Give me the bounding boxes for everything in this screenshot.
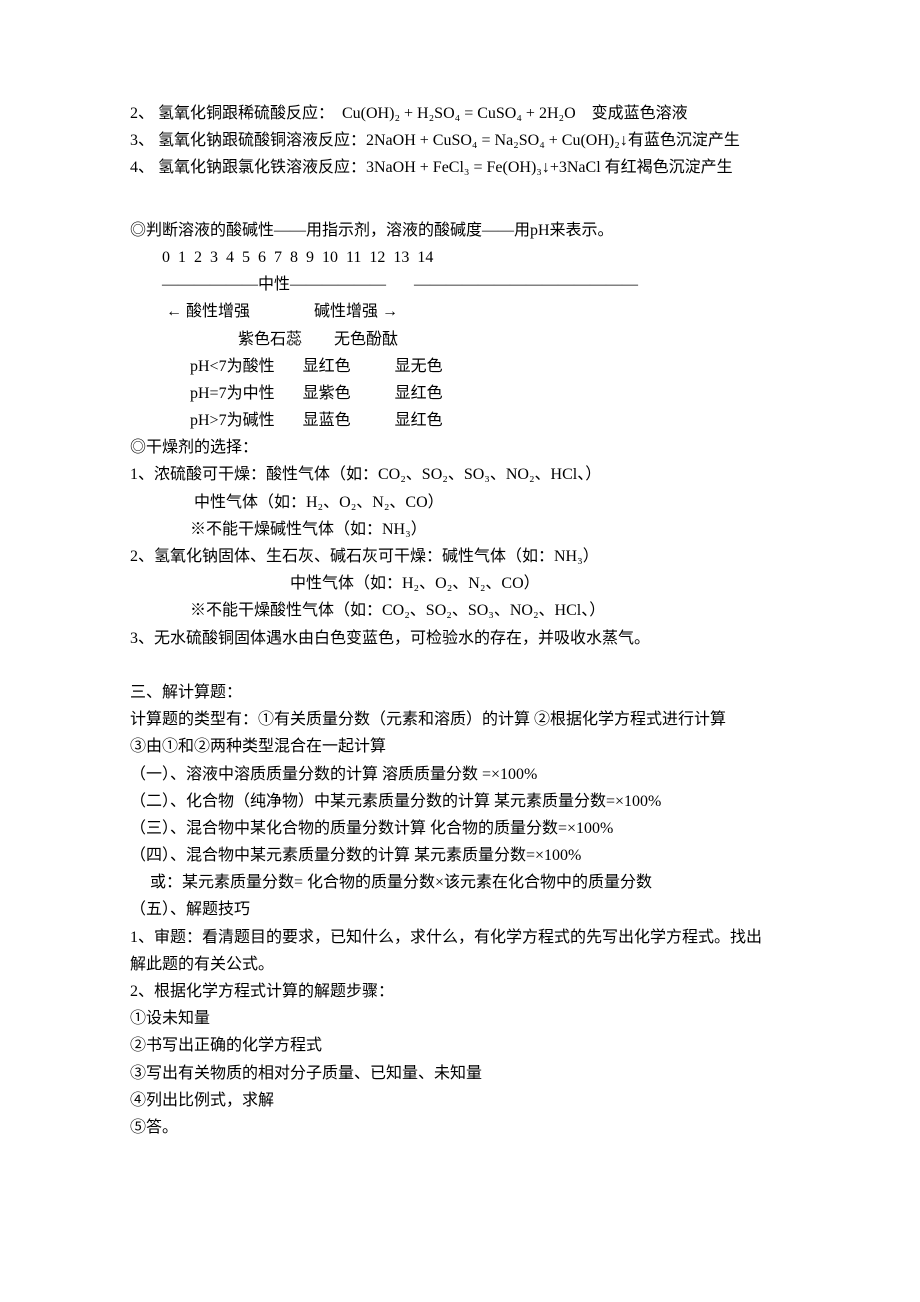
calc-line: 2、根据化学方程式计算的解题步骤： [130, 978, 800, 1005]
ph-scale: 0 1 2 3 4 5 6 7 8 9 10 11 12 13 14 [130, 244, 800, 271]
calc-line: 1、审题：看清题目的要求，已知什么，求什么，有化学方程式的先写出化学方程式。找出 [130, 924, 800, 951]
dry-line: ※不能干燥碱性气体（如：NH₃） [130, 516, 800, 543]
ph-divider: ——————中性—————— —————————————— [130, 271, 800, 298]
calc-line: ②书写出正确的化学方程式 [130, 1032, 800, 1059]
dry-line: 2、氢氧化钠固体、生石灰、碱石灰可干燥：碱性气体（如：NH₃） [130, 543, 800, 570]
ph-header: 紫色石蕊 无色酚酞 [130, 326, 800, 353]
calc-line: （三）、混合物中某化合物的质量分数计算 化合物的质量分数=×100% [130, 815, 800, 842]
calc-line: 或：某元素质量分数= 化合物的质量分数×该元素在化合物中的质量分数 [130, 869, 800, 896]
calc-line: ④列出比例式，求解 [130, 1087, 800, 1114]
calc-line: （一）、溶液中溶质质量分数的计算 溶质质量分数 =×100% [130, 761, 800, 788]
calc-line: 计算题的类型有：①有关质量分数（元素和溶质）的计算 ②根据化学方程式进行计算 [130, 706, 800, 733]
dry-line: 中性气体（如：H₂、O₂、N₂、CO） [130, 570, 800, 597]
calc-line: （二）、化合物（纯净物）中某元素质量分数的计算 某元素质量分数=×100% [130, 788, 800, 815]
equation-line: 3、 氢氧化钠跟硫酸铜溶液反应：2NaOH + CuSO₄ = Na₂SO₄ +… [130, 127, 800, 154]
calc-line: （五）、解题技巧 [130, 896, 800, 923]
dry-title: ◎干燥剂的选择： [130, 434, 800, 461]
dry-line: 1、浓硫酸可干燥：酸性气体（如：CO₂、SO₂、SO₃、NO₂、HCl、） [130, 461, 800, 488]
calc-line: ⑤答。 [130, 1114, 800, 1141]
ph-arrows: ← 酸性增强 碱性增强 → [130, 298, 800, 325]
calc-line: 解此题的有关公式。 [130, 951, 800, 978]
equation-line: 2、 氢氧化铜跟稀硫酸反应： Cu(OH)₂ + H₂SO₄ = CuSO₄ +… [130, 100, 800, 127]
calc-section: 三、解计算题： 计算题的类型有：①有关质量分数（元素和溶质）的计算 ②根据化学方… [130, 679, 800, 1141]
equation-line: 4、 氢氧化钠跟氯化铁溶液反应：3NaOH + FeCl₃ = Fe(OH)₃↓… [130, 154, 800, 181]
calc-line: ③由①和②两种类型混合在一起计算 [130, 733, 800, 760]
dry-line: ※不能干燥酸性气体（如：CO₂、SO₂、SO₃、NO₂、HCl、） [130, 597, 800, 624]
calc-line: ①设未知量 [130, 1005, 800, 1032]
dry-line: 中性气体（如：H₂、O₂、N₂、CO） [130, 489, 800, 516]
dry-section: ◎干燥剂的选择： 1、浓硫酸可干燥：酸性气体（如：CO₂、SO₂、SO₃、NO₂… [130, 434, 800, 652]
ph-row: pH<7为酸性 显红色 显无色 [130, 353, 800, 380]
ph-title: ◎判断溶液的酸碱性——用指示剂，溶液的酸碱度——用pH来表示。 [130, 217, 800, 244]
ph-section: ◎判断溶液的酸碱性——用指示剂，溶液的酸碱度——用pH来表示。 0 1 2 3 … [130, 217, 800, 435]
calc-title: 三、解计算题： [130, 679, 800, 706]
calc-line: ③写出有关物质的相对分子质量、已知量、未知量 [130, 1060, 800, 1087]
calc-line: （四）、混合物中某元素质量分数的计算 某元素质量分数=×100% [130, 842, 800, 869]
ph-row: pH>7为碱性 显蓝色 显红色 [130, 407, 800, 434]
ph-row: pH=7为中性 显紫色 显红色 [130, 380, 800, 407]
dry-line: 3、无水硫酸铜固体遇水由白色变蓝色，可检验水的存在，并吸收水蒸气。 [130, 625, 800, 652]
